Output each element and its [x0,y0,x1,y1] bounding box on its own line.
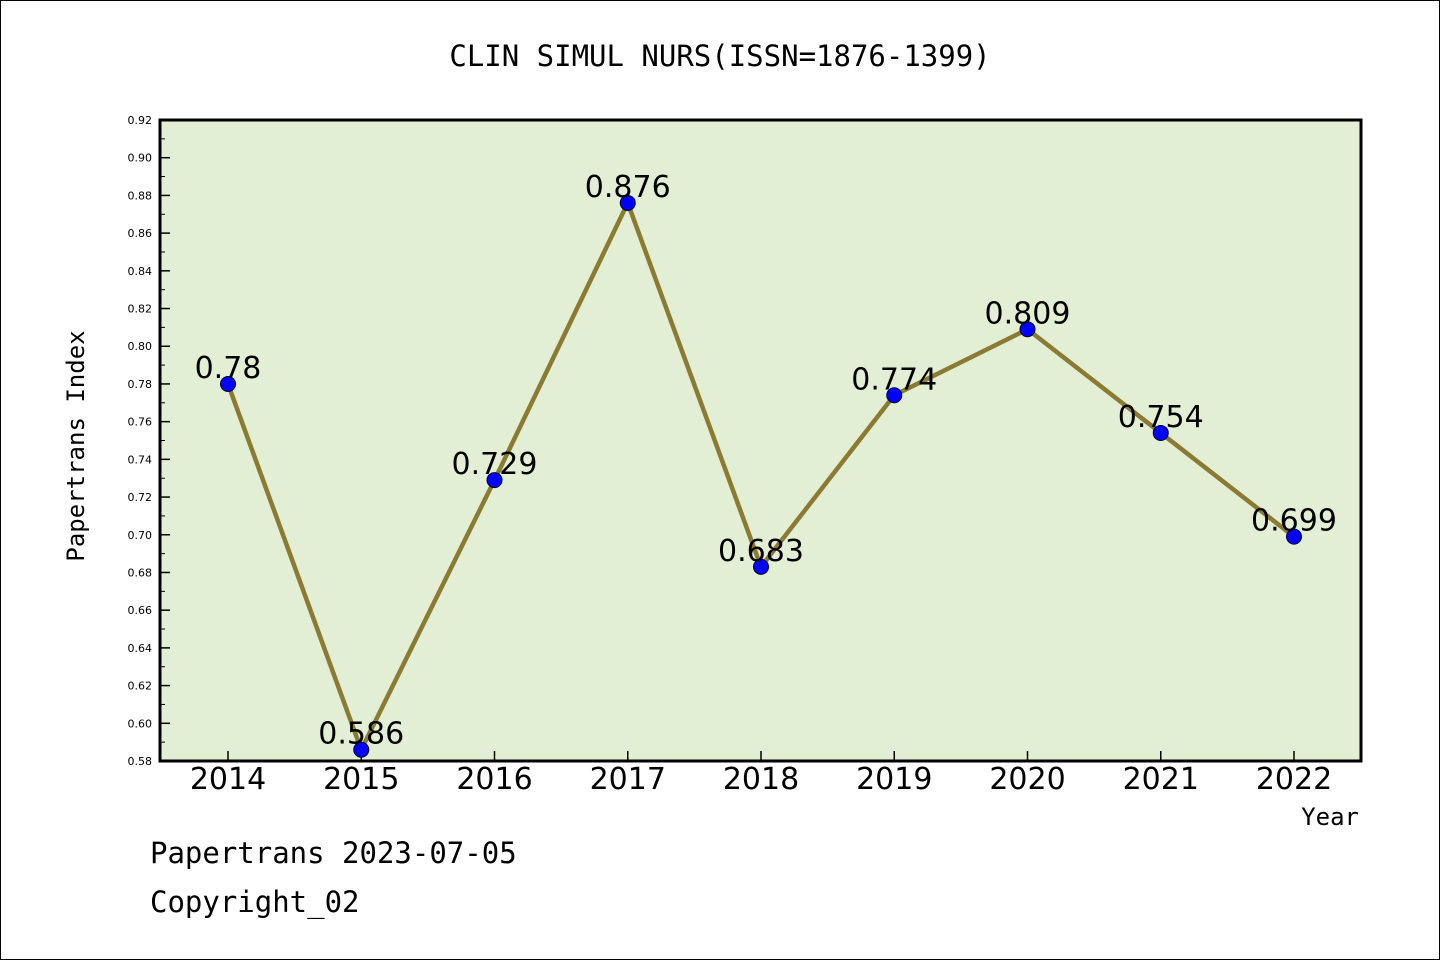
data-label: 0.754 [1118,400,1204,435]
y-tick-label: 0.74 [128,453,153,466]
y-tick-label: 0.80 [128,340,153,353]
y-tick-label: 0.84 [128,265,153,278]
y-tick-label: 0.62 [128,680,153,693]
y-tick-label: 0.66 [128,604,153,617]
y-tick-label: 0.72 [128,491,153,504]
data-label: 0.809 [985,296,1071,331]
x-tick-label: 2015 [323,762,399,797]
plot-area [160,120,1361,761]
data-label: 0.683 [718,534,804,569]
data-label: 0.78 [195,351,262,386]
data-point [753,558,769,575]
data-point [1286,528,1302,545]
data-point [886,387,903,404]
data-points [220,194,1302,758]
data-label: 0.876 [585,170,671,205]
y-axis-title: Papertrans Index [62,330,90,561]
data-label: 0.586 [318,717,404,752]
y-tick-label: 0.86 [128,227,153,240]
y-tick-label: 0.88 [128,189,153,202]
footer-date: Papertrans 2023-07-05 [150,836,517,870]
x-tick-label: 2021 [1123,762,1199,797]
data-label: 0.699 [1251,504,1337,539]
x-axis: 2014 2015 2016 2017 2018 2019 2020 2021 2022 [190,751,1332,797]
data-labels: 0.78 0.586 0.729 0.876 0.683 0.774 0.809 0.754 0… [195,170,1337,752]
data-point [1152,424,1169,441]
plot-border [158,118,1363,763]
data-point [619,194,636,211]
y-tick-label: 0.90 [128,152,153,165]
y-tick-label: 0.78 [128,378,153,391]
x-tick-label: 2020 [989,762,1065,797]
x-tick-label: 2019 [856,762,932,797]
y-tick-label: 0.70 [128,529,153,542]
y-tick-label: 0.60 [128,717,153,730]
y-tick-label: 0.58 [128,755,153,768]
x-tick-label: 2016 [456,762,532,797]
data-label: 0.774 [851,362,937,397]
data-label: 0.729 [452,447,538,482]
data-point [220,375,236,392]
y-axis: 0.58 0.60 0.62 0.64 0.66 0.68 0.70 0.72 0.74 0.76… [128,114,170,768]
footer-copyright: Copyright_02 [150,885,360,919]
data-point [353,741,370,758]
y-tick-label: 0.76 [128,416,153,429]
x-axis-title: Year [1301,803,1359,831]
data-point [486,472,503,489]
chart-title: CLIN SIMUL NURS(ISSN=1876-1399) [449,39,990,73]
y-tick-label: 0.82 [128,303,153,316]
x-tick-label: 2014 [190,762,266,797]
y-tick-label: 0.92 [128,114,153,127]
x-tick-label: 2022 [1256,762,1332,797]
data-point [1019,321,1036,338]
x-tick-label: 2017 [590,762,666,797]
y-tick-label: 0.64 [128,642,153,655]
y-tick-label: 0.68 [128,566,153,579]
x-tick-label: 2018 [723,762,799,797]
